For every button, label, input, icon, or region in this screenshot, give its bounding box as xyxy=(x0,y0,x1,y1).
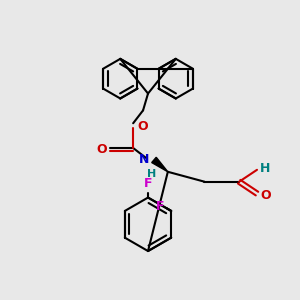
Text: N: N xyxy=(139,153,149,167)
Text: F: F xyxy=(144,177,152,190)
Text: H: H xyxy=(260,162,270,175)
Text: F: F xyxy=(156,200,164,214)
Text: H: H xyxy=(147,169,157,179)
Text: O: O xyxy=(137,120,148,133)
Text: O: O xyxy=(97,142,107,155)
Polygon shape xyxy=(152,157,168,172)
Text: O: O xyxy=(260,189,271,202)
